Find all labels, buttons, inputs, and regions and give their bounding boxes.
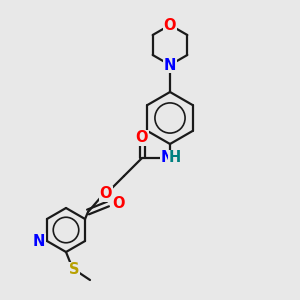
Text: N: N: [164, 58, 176, 73]
Text: S: S: [69, 262, 79, 278]
Text: N: N: [33, 233, 45, 248]
Text: N: N: [161, 151, 173, 166]
Text: H: H: [169, 151, 181, 166]
Text: O: O: [112, 196, 124, 211]
Text: O: O: [136, 130, 148, 146]
Text: O: O: [100, 187, 112, 202]
Text: O: O: [164, 17, 176, 32]
